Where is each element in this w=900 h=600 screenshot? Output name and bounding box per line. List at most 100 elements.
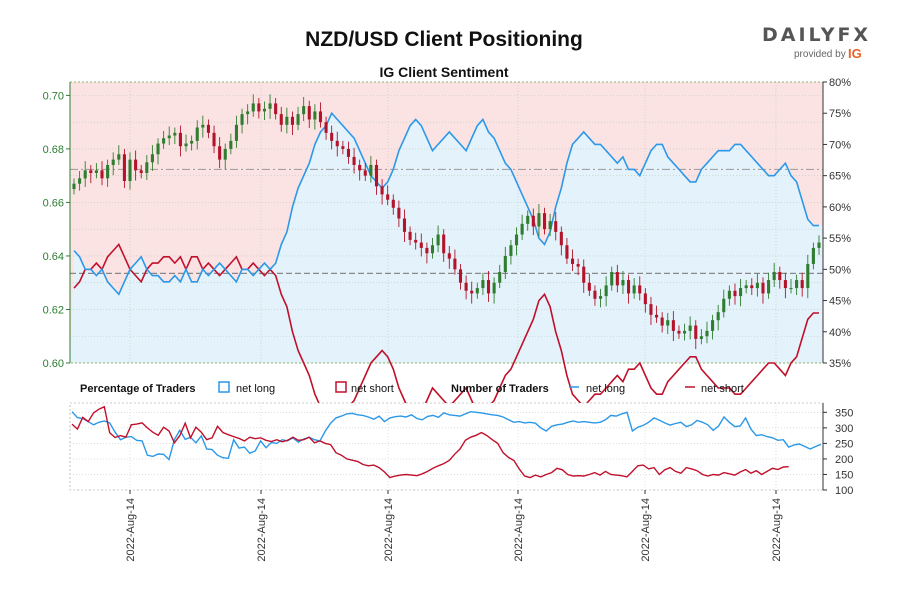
candle-body — [727, 290, 731, 299]
candlestick — [722, 289, 726, 318]
candle-body — [341, 146, 345, 149]
candlestick — [341, 140, 345, 155]
candle-body — [363, 170, 367, 176]
candlestick — [537, 204, 541, 237]
legend-net-short-box — [335, 381, 347, 393]
candlestick — [598, 288, 603, 308]
svg-text:IG: IG — [848, 46, 862, 61]
price-tick-label: 0.70 — [43, 90, 64, 102]
candlestick — [156, 138, 160, 165]
candlestick — [576, 258, 580, 276]
candlestick — [621, 270, 625, 294]
candle-body — [206, 124, 210, 133]
candlestick — [604, 276, 608, 307]
candle-body — [268, 103, 272, 109]
candle-body — [190, 140, 194, 144]
candle-body — [604, 285, 608, 297]
candlestick — [162, 130, 166, 149]
candlestick — [145, 155, 149, 180]
candlestick — [279, 106, 283, 132]
candle-body — [789, 288, 793, 290]
candlestick — [72, 178, 76, 195]
candle-body — [778, 272, 782, 281]
candlestick — [800, 272, 804, 297]
candle-body — [94, 170, 98, 173]
candlestick — [727, 285, 731, 306]
percent-tick-label: 65% — [829, 171, 851, 183]
candle-body — [201, 124, 205, 128]
candlestick — [655, 305, 659, 323]
candlestick — [425, 242, 429, 264]
candle-body — [755, 282, 759, 289]
count-tick-label: 300 — [835, 423, 853, 435]
logo-text: DAILYFX — [762, 24, 871, 46]
candlestick — [117, 145, 121, 165]
candle-body — [352, 156, 356, 165]
candlestick — [795, 274, 799, 296]
candle-body — [688, 325, 692, 331]
candlestick — [705, 321, 709, 344]
candle-body — [134, 159, 138, 171]
candle-body — [139, 170, 143, 173]
candlestick — [660, 312, 664, 333]
candle-body — [795, 280, 799, 289]
candlestick — [582, 259, 586, 293]
candlestick — [683, 323, 687, 341]
candle-body — [346, 148, 351, 157]
candlestick — [778, 266, 782, 289]
candlestick — [498, 264, 502, 289]
candle-body — [430, 245, 435, 254]
candlestick — [699, 329, 703, 345]
candlestick — [307, 100, 311, 129]
candle-body — [587, 282, 591, 291]
candlestick — [89, 164, 93, 184]
provided-by-text: provided by — [794, 49, 846, 60]
candle-body — [313, 111, 317, 120]
candle-body — [750, 285, 754, 289]
candlestick — [134, 150, 138, 181]
candlestick — [397, 200, 401, 228]
candle-body — [492, 282, 496, 294]
candlestick — [761, 277, 765, 304]
legend-percentage-heading: Percentage of Traders — [80, 383, 196, 395]
candle-body — [257, 103, 261, 112]
candlestick — [167, 126, 171, 146]
percent-tick-label: 70% — [829, 139, 851, 151]
candle-body — [481, 280, 485, 289]
candle-body — [145, 162, 149, 173]
candlestick — [587, 273, 591, 297]
candle-body — [78, 178, 82, 184]
candle-body — [744, 285, 748, 289]
candle-body — [307, 106, 311, 120]
price-tick-label: 0.62 — [43, 304, 64, 316]
candlestick — [374, 159, 379, 195]
candle-body — [660, 317, 664, 326]
x-tick-label: 2022-Aug-14 — [640, 498, 652, 562]
candlestick — [531, 208, 535, 236]
candlestick — [783, 272, 787, 299]
candlestick — [470, 281, 474, 304]
candle-body — [632, 285, 636, 294]
candle-body — [655, 314, 659, 318]
candlestick — [442, 229, 446, 262]
candle-body — [296, 114, 300, 125]
count-tick-label: 100 — [835, 485, 853, 497]
candle-body — [526, 215, 530, 224]
candle-body — [772, 272, 776, 281]
candlestick — [257, 98, 261, 119]
count-tick-label: 350 — [835, 407, 853, 419]
candle-body — [302, 106, 306, 115]
candlestick — [313, 104, 317, 130]
candlestick — [128, 152, 132, 190]
candle-body — [425, 247, 429, 254]
candlestick — [318, 102, 323, 128]
candle-body — [542, 213, 547, 230]
candle-body — [162, 138, 166, 144]
candle-body — [503, 255, 507, 273]
candlestick — [811, 242, 815, 270]
candlestick — [335, 131, 339, 157]
candle-body — [330, 132, 334, 141]
candlestick — [711, 314, 715, 340]
candle-body — [111, 159, 115, 165]
